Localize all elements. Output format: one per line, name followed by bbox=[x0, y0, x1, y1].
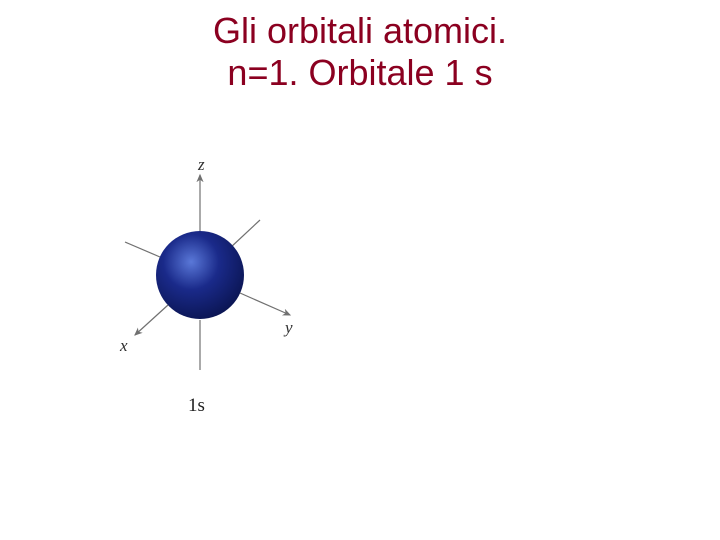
orbital-svg bbox=[90, 160, 310, 420]
axis-x bbox=[135, 305, 168, 335]
orbital-sphere bbox=[156, 231, 244, 319]
axis-label-x: x bbox=[120, 336, 128, 356]
axis-x-neg bbox=[230, 220, 260, 248]
slide: Gli orbitali atomici. n=1. Orbitale 1 s bbox=[0, 0, 720, 540]
orbital-diagram: z y x 1s bbox=[90, 160, 310, 420]
axis-label-y: y bbox=[285, 318, 293, 338]
axis-label-z: z bbox=[198, 155, 205, 175]
orbital-label: 1s bbox=[188, 395, 205, 417]
title-line-2: n=1. Orbitale 1 s bbox=[0, 52, 720, 94]
title-block: Gli orbitali atomici. n=1. Orbitale 1 s bbox=[0, 0, 720, 94]
title-line-1: Gli orbitali atomici. bbox=[0, 10, 720, 52]
axis-y bbox=[240, 293, 290, 315]
axis-y-neg bbox=[125, 242, 160, 257]
